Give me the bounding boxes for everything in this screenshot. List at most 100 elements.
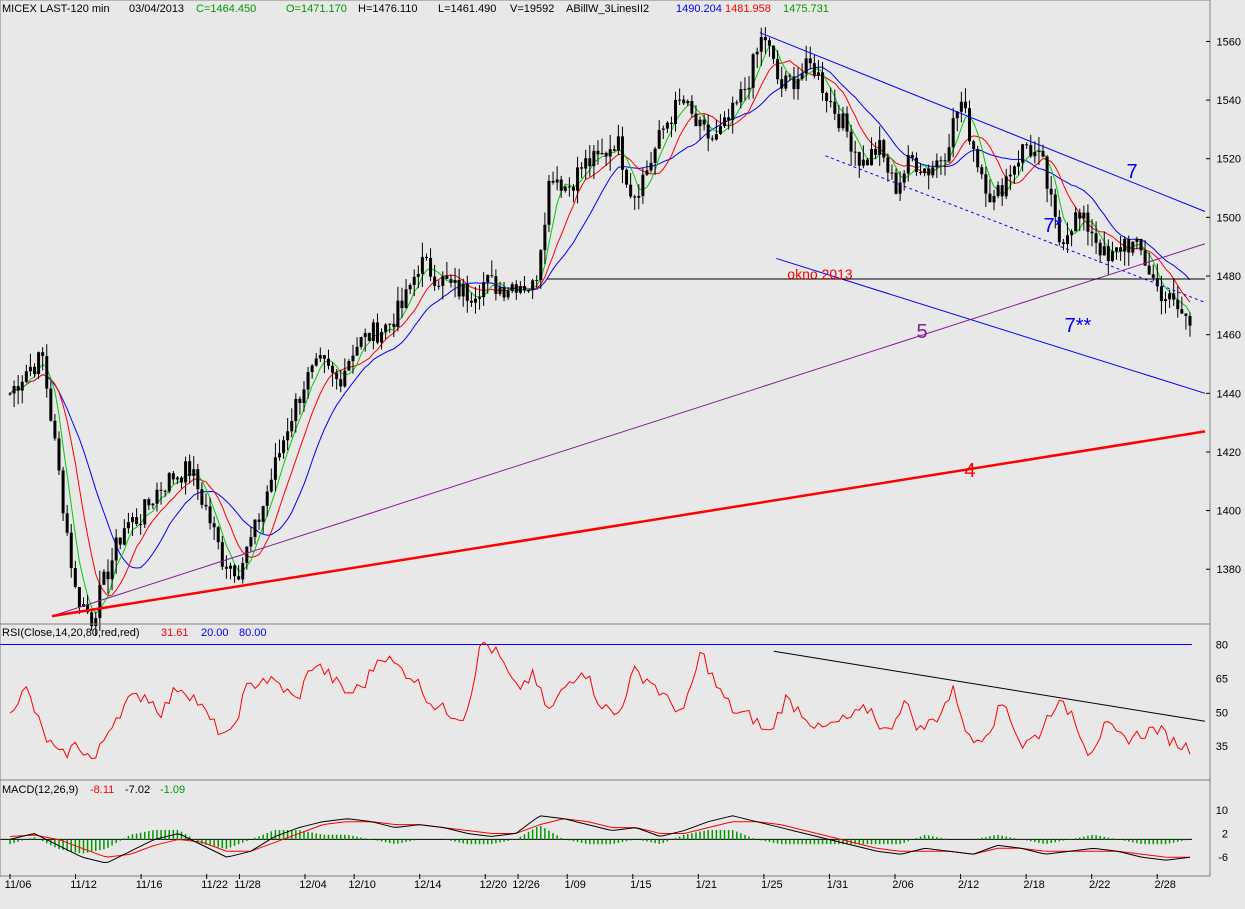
candle-body	[535, 280, 539, 282]
candle-body	[49, 388, 53, 421]
candle-body	[576, 167, 580, 191]
candle-body	[135, 517, 139, 525]
candle-body	[963, 101, 967, 109]
volume-label: V=19592	[510, 3, 554, 15]
candle-body	[821, 72, 825, 94]
candle-body	[1151, 274, 1155, 278]
candle-body	[355, 346, 359, 356]
candle-body	[804, 58, 808, 74]
candle-body	[1123, 238, 1127, 252]
date-tick-label: 2/06	[892, 879, 913, 891]
candle-body	[567, 186, 571, 188]
candle-body	[657, 129, 661, 149]
candle-body	[1094, 233, 1098, 243]
candle-body	[698, 119, 702, 127]
open-label: O=1471.170	[286, 3, 347, 15]
candle-body	[216, 527, 220, 543]
candle-body	[188, 461, 192, 476]
candle-body	[498, 287, 502, 294]
candle-body	[1184, 313, 1188, 316]
candle-body	[392, 323, 396, 327]
candle-body	[616, 136, 620, 151]
candle-body	[910, 155, 914, 158]
trend-line	[776, 257, 1206, 394]
rsi-frame	[0, 623, 1211, 781]
candle-body	[812, 63, 816, 76]
candle-body	[731, 102, 735, 121]
candle-body	[506, 290, 510, 298]
candle-body	[780, 79, 784, 89]
rsi-header: RSI(Close,14,20,80,red,red) 31.61 20.00 …	[2, 627, 267, 639]
candle-body	[976, 148, 980, 168]
candle-body	[890, 172, 894, 174]
candle-body	[380, 332, 384, 343]
price-tick-label: 1560	[1217, 36, 1241, 48]
candle-body	[645, 170, 649, 175]
candle-body	[326, 358, 330, 366]
candle-body	[653, 148, 657, 163]
price-frame	[0, 0, 1211, 625]
candle-body	[1139, 238, 1143, 251]
date-tick-label: 2/22	[1089, 879, 1110, 891]
candle-body	[1029, 144, 1033, 157]
ma-blue-line	[9, 66, 1191, 569]
candle-body	[416, 273, 420, 277]
candle-body	[461, 283, 465, 297]
candle-body	[351, 355, 355, 362]
candle-body	[1131, 241, 1135, 253]
candle-body	[302, 389, 306, 403]
rsi-tick-label: 65	[1216, 673, 1228, 685]
candle-body	[1021, 144, 1025, 163]
candle-body	[371, 322, 375, 342]
candle-body	[825, 93, 829, 102]
candle-body	[8, 393, 12, 395]
candle-body	[110, 560, 114, 580]
candle-body	[1159, 286, 1163, 302]
candle-body	[914, 157, 918, 173]
candle-body	[86, 604, 90, 613]
macd-line	[9, 815, 1191, 864]
date-tick-label: 12/10	[348, 879, 376, 891]
candle-body	[478, 297, 482, 299]
candle-body	[65, 513, 69, 533]
macd-header: MACD(12,26,9) -8.11 -7.02 -1.09	[2, 784, 185, 796]
date-tick-label: 2/12	[958, 879, 979, 891]
candle-body	[1115, 247, 1119, 252]
candle-body	[359, 337, 363, 347]
candle-body	[735, 102, 739, 104]
candle-body	[32, 366, 36, 374]
candle-body	[106, 571, 110, 580]
candle-body	[894, 172, 898, 194]
candle-body	[457, 279, 461, 297]
candle-body	[241, 563, 245, 580]
candle-body	[212, 523, 216, 528]
candle-body	[429, 258, 433, 277]
candle-body	[384, 324, 388, 333]
candle-body	[339, 379, 343, 387]
candle-body	[588, 158, 592, 167]
candle-body	[433, 276, 437, 286]
candle-body	[510, 284, 514, 291]
candle-body	[1008, 174, 1012, 177]
candle-body	[902, 173, 906, 183]
candle-body	[1082, 212, 1086, 219]
candle-body	[1033, 152, 1037, 157]
candle-body	[608, 149, 612, 157]
candle-body	[61, 470, 65, 514]
candle-body	[420, 256, 424, 274]
candle-body	[1041, 151, 1045, 157]
macd-signal-line	[9, 818, 1190, 858]
candle-body	[1045, 156, 1049, 189]
ma-green-line	[9, 45, 1191, 615]
date-tick-label: 1/15	[630, 879, 651, 891]
candle-body	[604, 152, 608, 157]
trend-line-label: okno 2013	[787, 266, 853, 282]
candle-body	[882, 140, 886, 158]
rsi-label: RSI(Close,14,20,80,red,red)	[2, 627, 140, 639]
candle-body	[331, 365, 335, 373]
price-tick-label: 1540	[1217, 95, 1241, 107]
candle-body	[286, 431, 290, 441]
candle-body	[98, 584, 102, 619]
candle-body	[1098, 242, 1102, 256]
rsi-tick-label: 80	[1216, 640, 1228, 652]
